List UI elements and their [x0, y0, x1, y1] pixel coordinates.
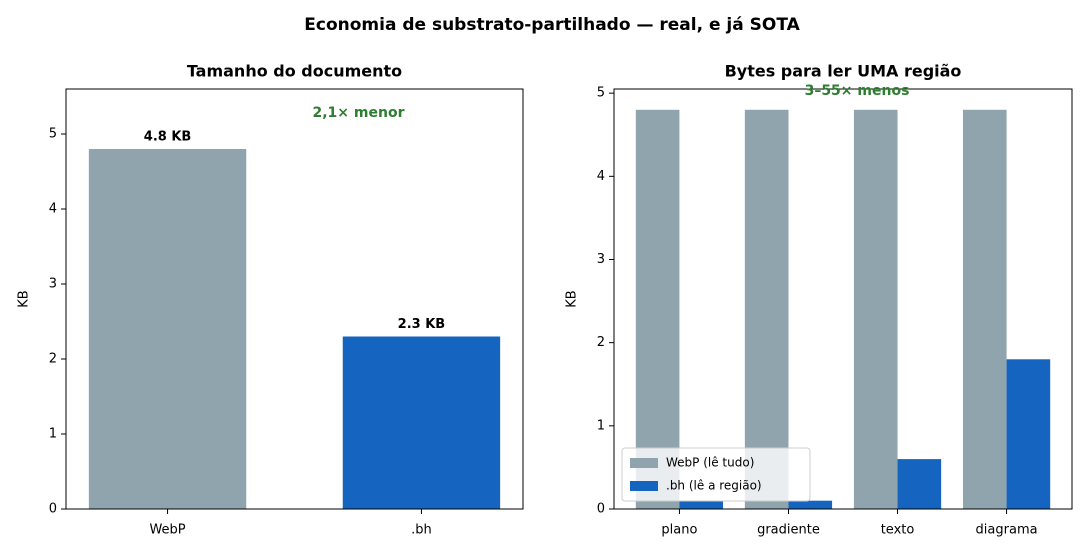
subplot-title: Tamanho do documento [187, 62, 402, 81]
value-label: 4.8 KB [144, 130, 192, 145]
y-tick-label: 4 [49, 202, 57, 217]
legend-swatch [630, 458, 658, 468]
y-tick-label: 5 [597, 86, 605, 101]
y-axis-label: KB [17, 290, 32, 307]
bar [744, 109, 789, 509]
y-tick-label: 5 [49, 127, 57, 142]
y-tick-label: 1 [597, 418, 605, 433]
legend-label: .bh (lê a região) [666, 479, 762, 493]
y-tick-label: 3 [597, 252, 605, 267]
bar [88, 149, 247, 509]
bar [788, 500, 833, 509]
x-tick-label: WebP [149, 523, 185, 538]
y-tick-label: 4 [597, 169, 605, 184]
bar [1006, 359, 1051, 509]
axes-frame [613, 88, 1073, 510]
y-tick-label: 0 [597, 502, 605, 517]
value-label: 2.3 KB [398, 317, 446, 332]
subplot-title: Bytes para ler UMA região [725, 62, 962, 81]
y-axis-label: KB [565, 290, 580, 307]
axes-frame [65, 88, 524, 510]
legend-box [621, 447, 811, 502]
bar [853, 109, 898, 509]
x-tick-label: texto [881, 523, 915, 538]
bar [635, 109, 680, 509]
y-tick-label: 2 [49, 352, 57, 367]
y-tick-label: 2 [597, 335, 605, 350]
bar [342, 336, 501, 509]
bar [897, 459, 942, 509]
x-tick-label: .bh [411, 523, 432, 538]
y-tick-label: 3 [49, 277, 57, 292]
annotation: 3–55× menos [805, 83, 910, 99]
x-tick-label: diagrama [976, 523, 1038, 538]
y-tick-label: 0 [49, 502, 57, 517]
y-tick-label: 1 [49, 427, 57, 442]
x-tick-label: gradiente [757, 523, 820, 538]
bar [962, 109, 1007, 509]
x-tick-label: plano [661, 523, 697, 538]
bar [679, 500, 724, 509]
figure-title: Economia de substrato-partilhado — real,… [304, 15, 800, 35]
annotation: 2,1× menor [313, 105, 405, 121]
legend-swatch [630, 481, 658, 491]
legend-label: WebP (lê tudo) [666, 456, 754, 470]
